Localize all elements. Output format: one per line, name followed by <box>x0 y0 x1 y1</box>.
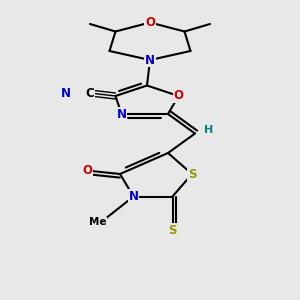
Text: N: N <box>145 53 155 67</box>
Text: O: O <box>145 16 155 29</box>
Text: S: S <box>188 167 196 181</box>
Text: N: N <box>128 190 139 203</box>
Text: H: H <box>204 125 213 136</box>
Text: S: S <box>168 224 177 237</box>
Text: O: O <box>82 164 92 178</box>
Text: Me: Me <box>89 217 106 227</box>
Text: N: N <box>116 107 127 121</box>
Text: N: N <box>61 86 71 100</box>
Text: O: O <box>173 89 184 103</box>
Text: C: C <box>85 86 94 100</box>
